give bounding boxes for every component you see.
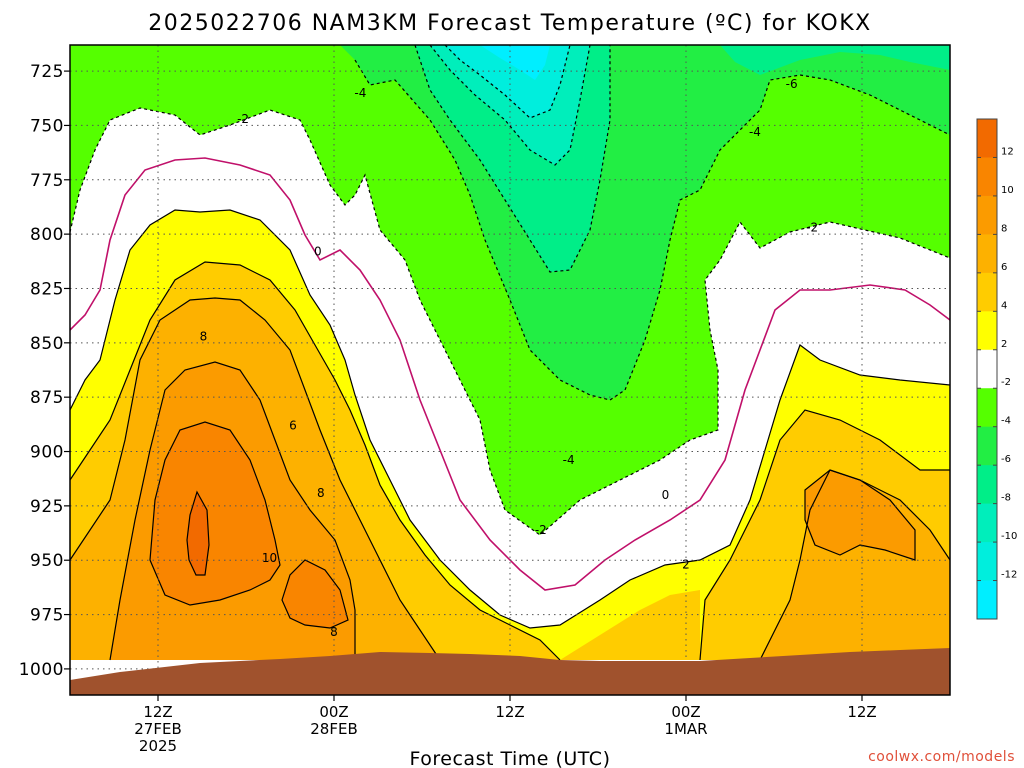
grid [70,45,950,695]
colorbar-tick-label: 4 [1001,300,1007,311]
contour-label: -4 [563,453,575,467]
contour-label: -2 [237,112,249,126]
isotherm-plus10-lobe [281,559,349,629]
y-tick-label: 875 [30,388,64,408]
isotherm-minus2 [70,107,950,536]
warm-region-4c-mid [560,590,700,660]
isotherm-zero [70,157,950,591]
y-tick-label: 750 [30,116,64,136]
colorbar-band [977,119,997,158]
chart-title: 2025022706 NAM3KM Forecast Temperature (… [148,11,871,36]
x-tick-label: 28FEB [310,720,357,738]
contour-label: 8 [317,486,325,500]
contour-label: 2 [682,558,690,572]
x-tick-label: 2025 [139,737,177,755]
colorbar-band [977,311,997,351]
y-tick-label: 850 [30,334,64,354]
colorbar-tick-label: -4 [1001,416,1011,427]
x-tick-label: 00Z [671,703,700,721]
colorbar-tick-label: -8 [1001,493,1011,504]
warm-region-12c [187,492,209,575]
y-tick-label: 800 [30,225,64,245]
ground-terrain [70,648,950,695]
contour-label: -2 [535,523,547,537]
colorbar-band [977,349,997,389]
warm-region-10c [150,422,280,605]
colorbar-band [977,465,997,505]
colorbar-band [977,195,997,235]
colorbar-band [977,426,997,466]
y-axis: 725 750 775 800 825 850 875 900 925 950 975 1000 [19,62,70,680]
colorbar-tick-label: 10 [1001,185,1014,196]
isotherm-plus2 [70,209,950,629]
x-axis-label: Forecast Time (UTC) [410,748,611,768]
colorbar-tick-label: -6 [1001,454,1011,465]
y-tick-label: 975 [30,606,64,626]
colorbar-band [977,388,997,428]
x-tick-label: 00Z [319,703,348,721]
isotherm-minus6 [414,45,611,273]
contour-label: -6 [786,77,798,91]
x-tick-label: 1MAR [664,720,707,738]
x-tick-label: 12Z [847,703,876,721]
contour-label: 0 [662,488,670,502]
colorbar-band [977,580,997,620]
colorbar: 12 10 8 6 4 2 -2 -4 -6 -8 -10 -12 [976,118,1017,620]
colorbar-band [977,503,997,543]
isotherm-plus8 [109,361,356,661]
isotherm-plus8-east [804,469,916,561]
y-tick-label: 775 [30,171,64,191]
credit-text: coolwx.com/models [868,749,1015,765]
y-tick-label: 825 [30,279,64,299]
x-tick-label: 12Z [495,703,524,721]
colorbar-tick-label: -2 [1001,377,1011,388]
warm-region-10c-lobe [282,560,348,628]
x-tick-label: 27FEB [134,720,181,738]
colorbar-tick-label: -10 [1001,531,1017,542]
cold-region-minus6-east [720,45,950,75]
contour-labels: -4 -2 -6 -4 -2 0 8 6 8 10 8 -4 -2 0 2 [200,77,818,639]
colorbar-frame [976,118,998,620]
colorbar-tick-label: 2 [1001,339,1007,350]
isotherm-minus10 [444,45,571,119]
colorbar-tick-label: 6 [1001,262,1007,273]
y-tick-label: 900 [30,443,64,463]
colorbar-tick-label: 8 [1001,223,1007,234]
contour-label: -2 [806,221,818,235]
isotherm-minus4 [354,59,950,401]
isotherm-plus4 [70,261,561,661]
plot-area: -4 -2 -6 -4 -2 0 8 6 8 10 8 -4 -2 0 2 [70,45,950,695]
isotherm-plus10 [149,421,281,606]
colorbar-band [977,542,997,581]
colorbar-tick-label: -12 [1001,570,1017,581]
y-tick-label: 950 [30,551,64,571]
x-tick-label: 12Z [143,703,172,721]
isotherm-plus6 [70,297,441,661]
contour-label: -4 [354,86,366,100]
y-tick-label: 925 [30,497,64,517]
colorbar-band [977,272,997,312]
contour-label: 0 [314,245,322,259]
contour-label: -4 [749,125,761,139]
isotherm-plus4-east [699,409,950,661]
contour-lines [70,45,950,661]
isotherm-minus8 [429,45,591,166]
y-tick-label: 725 [30,62,64,82]
contour-label: 6 [289,418,297,432]
isotherm-plus12 [186,490,210,576]
y-tick-label: 1000 [19,660,64,680]
colorbar-band [977,234,997,274]
contour-label: 8 [330,625,338,639]
colorbar-tick-label: 12 [1001,146,1014,157]
contour-label: 10 [262,551,277,565]
colorbar-band [977,157,997,197]
contour-label: 8 [200,329,208,343]
warm-region-8c-east [805,470,915,560]
